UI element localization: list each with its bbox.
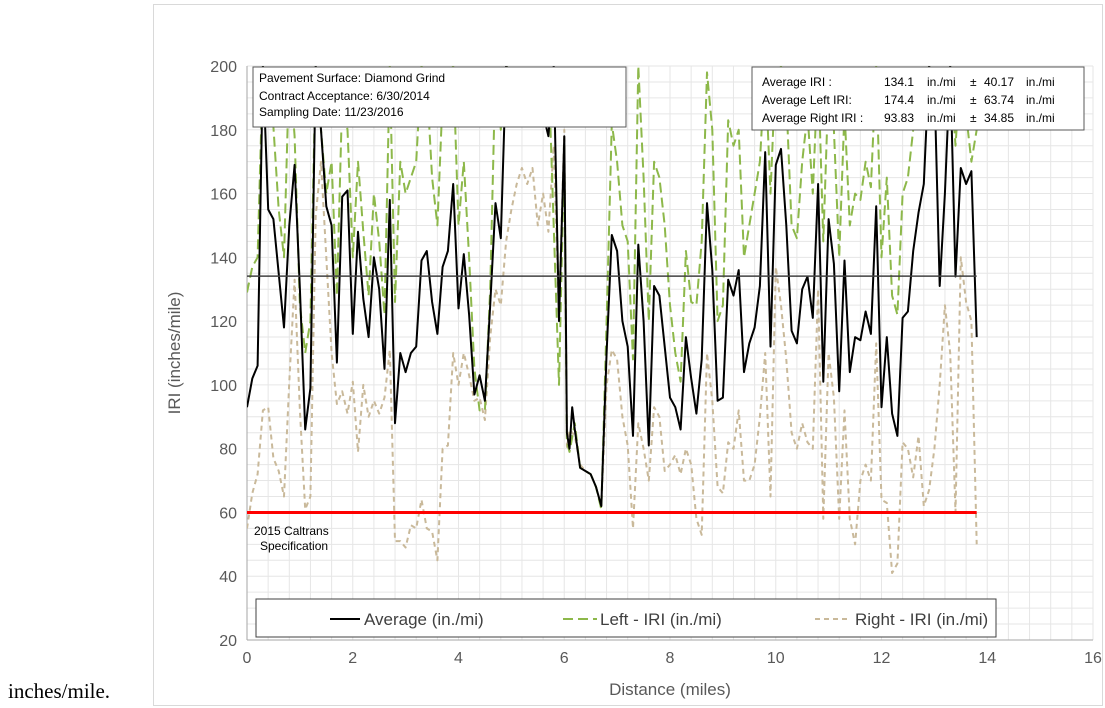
stats-right-label: Average Right IRI :: [762, 111, 863, 125]
stats-box: Average IRI : 134.1 in./mi ± 40.17 in./m…: [751, 66, 1085, 131]
series-group: [247, 66, 978, 574]
y-tick-label: 20: [219, 633, 237, 650]
series-line-average: [247, 66, 978, 508]
info-box: Pavement Surface: Diamond Grind Contract…: [252, 66, 627, 128]
stats-left-pm: ±: [970, 93, 977, 107]
legend-item-right: Right - IRI (in./mi): [815, 610, 988, 629]
stats-avg-value: 134.1: [884, 75, 914, 89]
stats-left-sd: 63.74: [984, 93, 1014, 107]
stats-left-value: 174.4: [884, 93, 914, 107]
stats-avg-pm: ±: [970, 75, 977, 89]
y-tick-label: 140: [210, 250, 237, 267]
reference-lines: [247, 275, 977, 514]
stats-right-unit: in./mi: [927, 111, 956, 125]
stats-right-sd: 34.85: [984, 111, 1014, 125]
legend-item-left: Left - IRI (in./mi): [563, 610, 722, 629]
stats-right-value: 93.83: [884, 111, 914, 125]
grid-lines: [246, 65, 1094, 641]
stats-left-sd-unit: in./mi: [1026, 93, 1055, 107]
caption: inches/mile.: [8, 679, 111, 703]
x-axis-title: Distance (miles): [609, 680, 731, 699]
y-tick-label: 40: [219, 569, 237, 586]
y-axis-title: IRI (inches/mile): [165, 292, 184, 415]
info-line-surface: Pavement Surface: Diamond Grind: [259, 71, 445, 85]
stats-left-unit: in./mi: [927, 93, 956, 107]
legend-item-average: Average (in./mi): [330, 610, 484, 629]
spec-label-line-1: 2015 Caltrans: [254, 524, 329, 538]
y-tick-label: 60: [219, 505, 237, 522]
y-tick-label: 80: [219, 442, 237, 459]
legend-label-right: Right - IRI (in./mi): [855, 610, 988, 629]
spec-label: 2015 Caltrans Specification: [254, 524, 329, 553]
y-tick-label: 100: [210, 378, 237, 395]
stats-avg-sd-unit: in./mi: [1026, 75, 1055, 89]
stats-right-pm: ±: [970, 111, 977, 125]
y-tick-label: 160: [210, 187, 237, 204]
stats-avg-label: Average IRI :: [762, 75, 832, 89]
x-tick-label: 2: [348, 650, 357, 667]
x-tick-label: 14: [978, 650, 996, 667]
x-tick-label: 12: [873, 650, 891, 667]
chart-frame: 0 2 4 6 8 10 12 14 16 20 40 60 80 100 120 140 160 180 200 …: [153, 4, 1103, 706]
stats-right-sd-unit: in./mi: [1026, 111, 1055, 125]
axes: 0 2 4 6 8 10 12 14 16 20 40 60 80 100 120 140 160 180 200: [210, 59, 1102, 667]
stats-left-label: Average Left IRI:: [762, 93, 852, 107]
y-tick-label: 180: [210, 123, 237, 140]
x-tick-label: 6: [560, 650, 569, 667]
info-line-sampling: Sampling Date: 11/23/2016: [259, 105, 404, 119]
legend-label-average: Average (in./mi): [364, 610, 484, 629]
x-tick-label: 0: [243, 650, 252, 667]
legend: Average (in./mi) Left - IRI (in./mi) Rig…: [255, 598, 997, 638]
iri-line-chart: 0 2 4 6 8 10 12 14 1620406080100120140160180200 …: [165, 59, 1102, 699]
series-line-right: [247, 128, 978, 574]
y-tick-label: 200: [210, 59, 237, 76]
x-tick-label: 4: [454, 650, 463, 667]
stats-avg-unit: in./mi: [927, 75, 956, 89]
stats-avg-sd: 40.17: [984, 75, 1014, 89]
x-tick-label: 16: [1084, 650, 1102, 667]
y-tick-label: 120: [210, 314, 237, 331]
x-tick-label: 10: [767, 650, 785, 667]
spec-label-line-2: Specification: [260, 539, 328, 553]
info-line-contract: Contract Acceptance: 6/30/2014: [259, 89, 430, 103]
series-line-left: [247, 66, 978, 511]
legend-label-left: Left - IRI (in./mi): [600, 610, 722, 629]
x-tick-label: 8: [666, 650, 675, 667]
